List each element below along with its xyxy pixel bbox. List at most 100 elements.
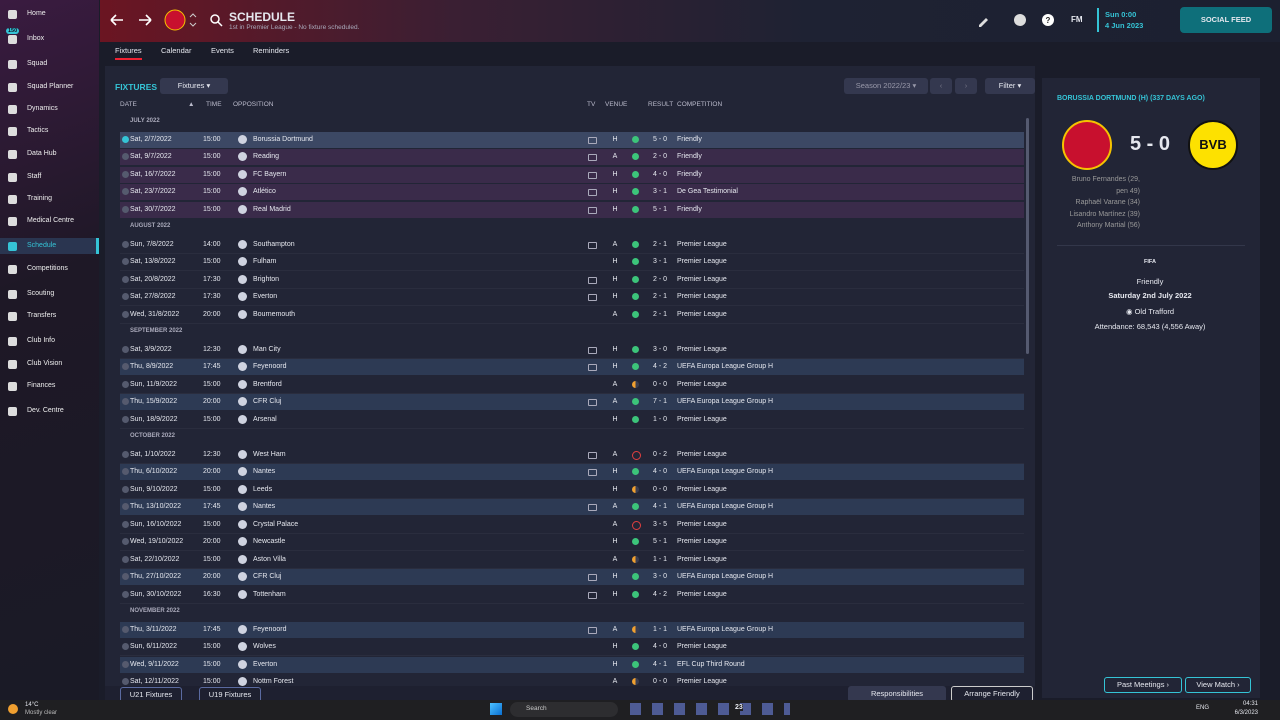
sidebar-item[interactable]: Finances bbox=[0, 378, 99, 394]
sidebar-item[interactable]: Dev. Centre bbox=[0, 403, 99, 419]
sidebar-icon bbox=[8, 83, 17, 92]
sidebar-item[interactable]: Club Info bbox=[0, 333, 99, 349]
fixture-row[interactable]: Sun, 11/9/2022 15:00 Brentford A 0 - 0 Premie… bbox=[120, 377, 1024, 394]
fixture-row[interactable]: Sun, 16/10/2022 15:00 Crystal Palace A 3 - 5… bbox=[120, 517, 1024, 534]
prev-button[interactable]: ‹ bbox=[930, 78, 952, 94]
row-dot bbox=[122, 345, 129, 353]
competition-org: FIFA bbox=[1144, 259, 1156, 265]
fixture-row[interactable]: Sun, 6/11/2022 15:00 Wolves H 4 - 0 Premier L… bbox=[120, 639, 1024, 656]
venue: H bbox=[612, 643, 618, 650]
fm-button[interactable]: FM bbox=[1071, 15, 1083, 24]
stadium: ◉ Old Trafford bbox=[1125, 307, 1175, 316]
sidebar-item[interactable]: Competitions bbox=[0, 261, 99, 277]
fixture-row[interactable]: Thu, 8/9/2022 17:45 Feyenoord H 4 - 2 UEFA Eu… bbox=[120, 359, 1024, 375]
search-box[interactable] bbox=[510, 702, 618, 717]
fixture-row[interactable]: Thu, 15/9/2022 20:00 CFR Cluj A 7 - 1 UEFA Eu… bbox=[120, 394, 1024, 410]
sidebar-item[interactable]: Dynamics bbox=[0, 101, 99, 117]
sidebar-item[interactable]: Medical Centre bbox=[0, 213, 99, 229]
fixture-row[interactable]: Sat, 27/8/2022 17:30 Everton H 2 - 1 Premier … bbox=[120, 289, 1024, 306]
sidebar-item[interactable]: Training bbox=[0, 191, 99, 207]
sidebar-item[interactable]: Staff bbox=[0, 169, 99, 185]
fixture-row[interactable]: Thu, 13/10/2022 17:45 Nantes A 4 - 1 UEFA Eur… bbox=[120, 499, 1024, 515]
fixture-row[interactable]: Sun, 18/9/2022 15:00 Arsenal H 1 - 0 Premier … bbox=[120, 412, 1024, 429]
month-header: OCTOBER 2022 bbox=[130, 433, 175, 439]
time: 15:00 bbox=[203, 485, 221, 493]
column-header[interactable]: COMPETITION bbox=[677, 101, 723, 108]
fixture-row[interactable]: Sun, 30/10/2022 16:30 Tottenham H 4 - 2 Premi… bbox=[120, 587, 1024, 604]
fixture-row[interactable]: Sat, 3/9/2022 12:30 Man City H 3 - 0 Premier … bbox=[120, 342, 1024, 359]
time: 15:00 bbox=[203, 170, 221, 178]
responsibilities-button[interactable]: Responsibilities bbox=[848, 686, 946, 702]
sort-arrow[interactable]: ▲ bbox=[188, 101, 195, 108]
column-header[interactable]: OPPOSITION bbox=[233, 101, 274, 108]
result: 3 - 1 bbox=[652, 258, 667, 265]
tab[interactable]: Calendar bbox=[161, 46, 192, 55]
fixture-row[interactable]: Wed, 9/11/2022 15:00 Everton H 4 - 1 EFL Cup … bbox=[120, 656, 1024, 673]
date: Wed, 9/11/2022 bbox=[130, 660, 179, 668]
column-header[interactable]: TV bbox=[587, 101, 596, 108]
sidebar-item[interactable]: Club Vision bbox=[0, 356, 99, 372]
result-icon bbox=[632, 573, 639, 580]
sidebar-item[interactable]: Squad bbox=[0, 56, 99, 72]
view-label: Fixtures bbox=[177, 81, 205, 90]
fixture-row[interactable]: Sat, 30/7/2022 15:00 Real Madrid H 5 - 1 Frie… bbox=[120, 201, 1024, 218]
filter-button[interactable]: Filter ▾ bbox=[985, 78, 1035, 94]
sidebar-item[interactable]: Data Hub bbox=[0, 146, 99, 162]
column-header[interactable]: DATE bbox=[120, 101, 137, 108]
sidebar-item[interactable]: Transfers bbox=[0, 308, 99, 324]
tab[interactable]: Reminders bbox=[253, 46, 290, 55]
column-header[interactable]: RESULT bbox=[648, 101, 674, 108]
time: 15:00 bbox=[203, 135, 221, 143]
fixture-row[interactable]: Sat, 23/7/2022 15:00 Atlético H 3 - 1 De Gea … bbox=[120, 184, 1024, 200]
sidebar-item[interactable]: Home bbox=[0, 6, 99, 22]
fixture-row[interactable]: Thu, 27/10/2022 20:00 CFR Cluj H 3 - 0 UEFA E… bbox=[120, 569, 1024, 585]
fixture-row[interactable]: Sat, 13/8/2022 15:00 Fulham H 3 - 1 Premier L… bbox=[120, 254, 1024, 271]
sidebar-item[interactable]: Scouting bbox=[0, 286, 99, 302]
sidebar-item[interactable]: Inbox bbox=[0, 31, 99, 47]
date: Thu, 15/9/2022 bbox=[130, 398, 178, 405]
sidebar-item[interactable]: Schedule bbox=[0, 238, 99, 254]
attendance: Attendance: 68,543 (4,556 Away) bbox=[1094, 322, 1206, 331]
tab[interactable]: Fixtures bbox=[115, 46, 142, 60]
time: 15:00 bbox=[203, 380, 221, 388]
result: 3 - 0 bbox=[652, 345, 667, 353]
sidebar-item[interactable]: Tactics bbox=[0, 123, 99, 139]
fixture-row[interactable]: Sat, 16/7/2022 15:00 FC Bayern H 4 - 0 Friend… bbox=[120, 166, 1024, 183]
fixture-row[interactable]: Wed, 19/10/2022 20:00 Newcastle H 5 - 1 Premi… bbox=[120, 534, 1024, 551]
season-label: Season 2022/23 bbox=[855, 81, 911, 90]
past-meetings-button[interactable]: Past Meetings › bbox=[1104, 677, 1182, 693]
competition: Premier League bbox=[677, 450, 727, 458]
fixture-row[interactable]: Sun, 7/8/2022 14:00 Southampton A 2 - 1 Premi… bbox=[120, 237, 1024, 254]
column-header[interactable]: TIME bbox=[206, 101, 222, 108]
fixture-row[interactable]: Sat, 22/10/2022 15:00 Aston Villa A 1 - 1 Pre… bbox=[120, 552, 1024, 569]
start-button[interactable] bbox=[490, 703, 502, 715]
fixture-row[interactable]: Sat, 20/8/2022 17:30 Brighton H 2 - 0 Premier… bbox=[120, 272, 1024, 289]
fixture-row[interactable]: Thu, 6/10/2022 20:00 Nantes H 4 - 0 UEFA Euro… bbox=[120, 464, 1024, 480]
view-match-button[interactable]: View Match › bbox=[1185, 677, 1251, 693]
sidebar-label: Squad bbox=[27, 60, 48, 67]
result-icon bbox=[632, 275, 639, 283]
venue: H bbox=[612, 468, 618, 475]
competition: Friendly bbox=[677, 135, 702, 143]
season-dropdown[interactable]: Season 2022/23 ▾ bbox=[844, 78, 928, 94]
social-feed-button[interactable]: SOCIAL FEED bbox=[1180, 7, 1272, 33]
competition: Premier League bbox=[677, 240, 727, 248]
tab[interactable]: Events bbox=[211, 46, 234, 55]
fixture-row[interactable]: Sat, 2/7/2022 15:00 Borussia Dortmund H 5 - … bbox=[120, 131, 1024, 148]
fixture-row[interactable]: Sun, 9/10/2022 15:00 Leeds H 0 - 0 Premier Le… bbox=[120, 482, 1024, 499]
team-badge bbox=[238, 537, 247, 546]
fixture-row[interactable]: Wed, 31/8/2022 20:00 Bournemouth A 2 - 1 Prem… bbox=[120, 307, 1024, 324]
fixture-row[interactable]: Thu, 3/11/2022 17:45 Feyenoord A 1 - 1 UEFA E… bbox=[120, 621, 1024, 638]
view-dropdown[interactable]: Fixtures ▾ bbox=[160, 78, 228, 94]
month-header: SEPTEMBER 2022 bbox=[130, 328, 183, 334]
sidebar-item[interactable]: Squad Planner bbox=[0, 79, 99, 95]
next-button[interactable]: › bbox=[955, 78, 977, 94]
fixture-row[interactable]: Sat, 9/7/2022 15:00 Reading A 2 - 0 Friendly bbox=[120, 149, 1024, 165]
fixture-row[interactable]: Sat, 1/10/2022 12:30 West Ham A 0 - 2 Premier… bbox=[120, 447, 1024, 464]
column-header[interactable]: VENUE bbox=[605, 101, 628, 108]
row-dot bbox=[122, 678, 129, 685]
header-icons[interactable]: ? bbox=[975, 12, 1055, 30]
competition: Premier League bbox=[677, 275, 727, 283]
competition: Premier League bbox=[677, 345, 727, 353]
team-badge bbox=[238, 572, 247, 581]
